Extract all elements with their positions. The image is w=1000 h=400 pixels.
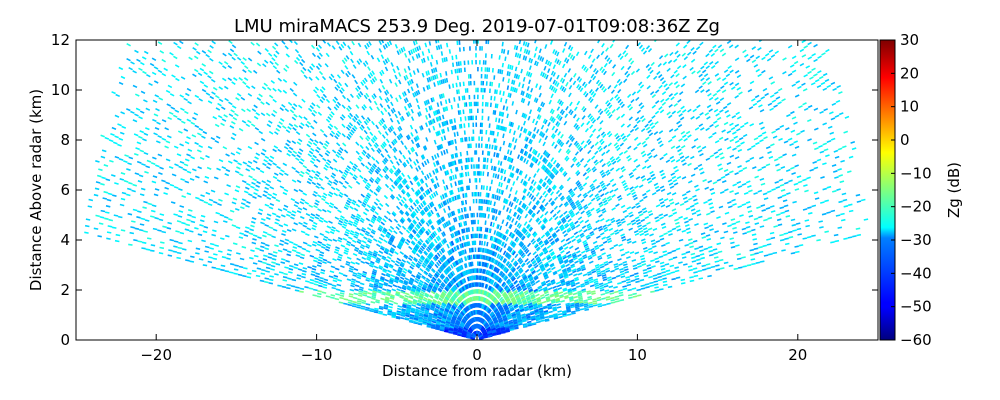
colorbar-tick-label: 20 [900,64,919,82]
y-axis: 0 2 4 6 8 10 12 [51,31,878,349]
colorbar-tick-label: −10 [900,164,932,182]
y-tick-label: 6 [60,181,70,199]
reflectivity-gates [84,40,857,331]
reflectivity-gates [84,40,869,319]
y-tick-label: 4 [60,231,70,249]
colorbar-tick-label: −20 [900,198,932,216]
plot-frame [75,39,879,341]
x-axis: −20 −10 0 10 20 [140,40,807,364]
x-axis-label: Distance from radar (km) [382,362,572,380]
colorbar-tick-label: −60 [900,331,932,349]
colorbar-tick-label: −30 [900,231,932,249]
colorbar-tick-label: 0 [900,131,910,149]
y-tick-label: 2 [60,281,70,299]
data-layer [84,40,869,340]
reflectivity-gates [95,40,861,290]
reflectivity-gates [402,221,552,339]
colorbar-tick-label: −40 [900,264,932,282]
y-tick-label: 10 [51,81,70,99]
y-tick-label: 8 [60,131,70,149]
colorbar-label: Zg (dB) [945,162,963,218]
reflectivity-gates [299,289,642,306]
x-tick-label: −20 [140,346,172,364]
y-axis-label: Distance Above radar (km) [27,89,45,291]
x-tick-label: 0 [472,346,482,364]
y-tick-label: 0 [60,331,70,349]
x-tick-label: 20 [788,346,807,364]
colorbar-tick-label: 10 [900,98,919,116]
chart-title: LMU miraMACS 253.9 Deg. 2019-07-01T09:08… [234,16,720,37]
y-tick-label: 12 [51,31,70,49]
colorbar-axis: −60 −50 −40 −30 −20 −10 0 10 20 30 [891,31,932,349]
colorbar-tick-label: −50 [900,298,932,316]
x-tick-label: 10 [628,346,647,364]
x-tick-label: −10 [301,346,333,364]
colorbar [879,39,896,341]
colorbar-tick-label: 30 [900,31,919,49]
